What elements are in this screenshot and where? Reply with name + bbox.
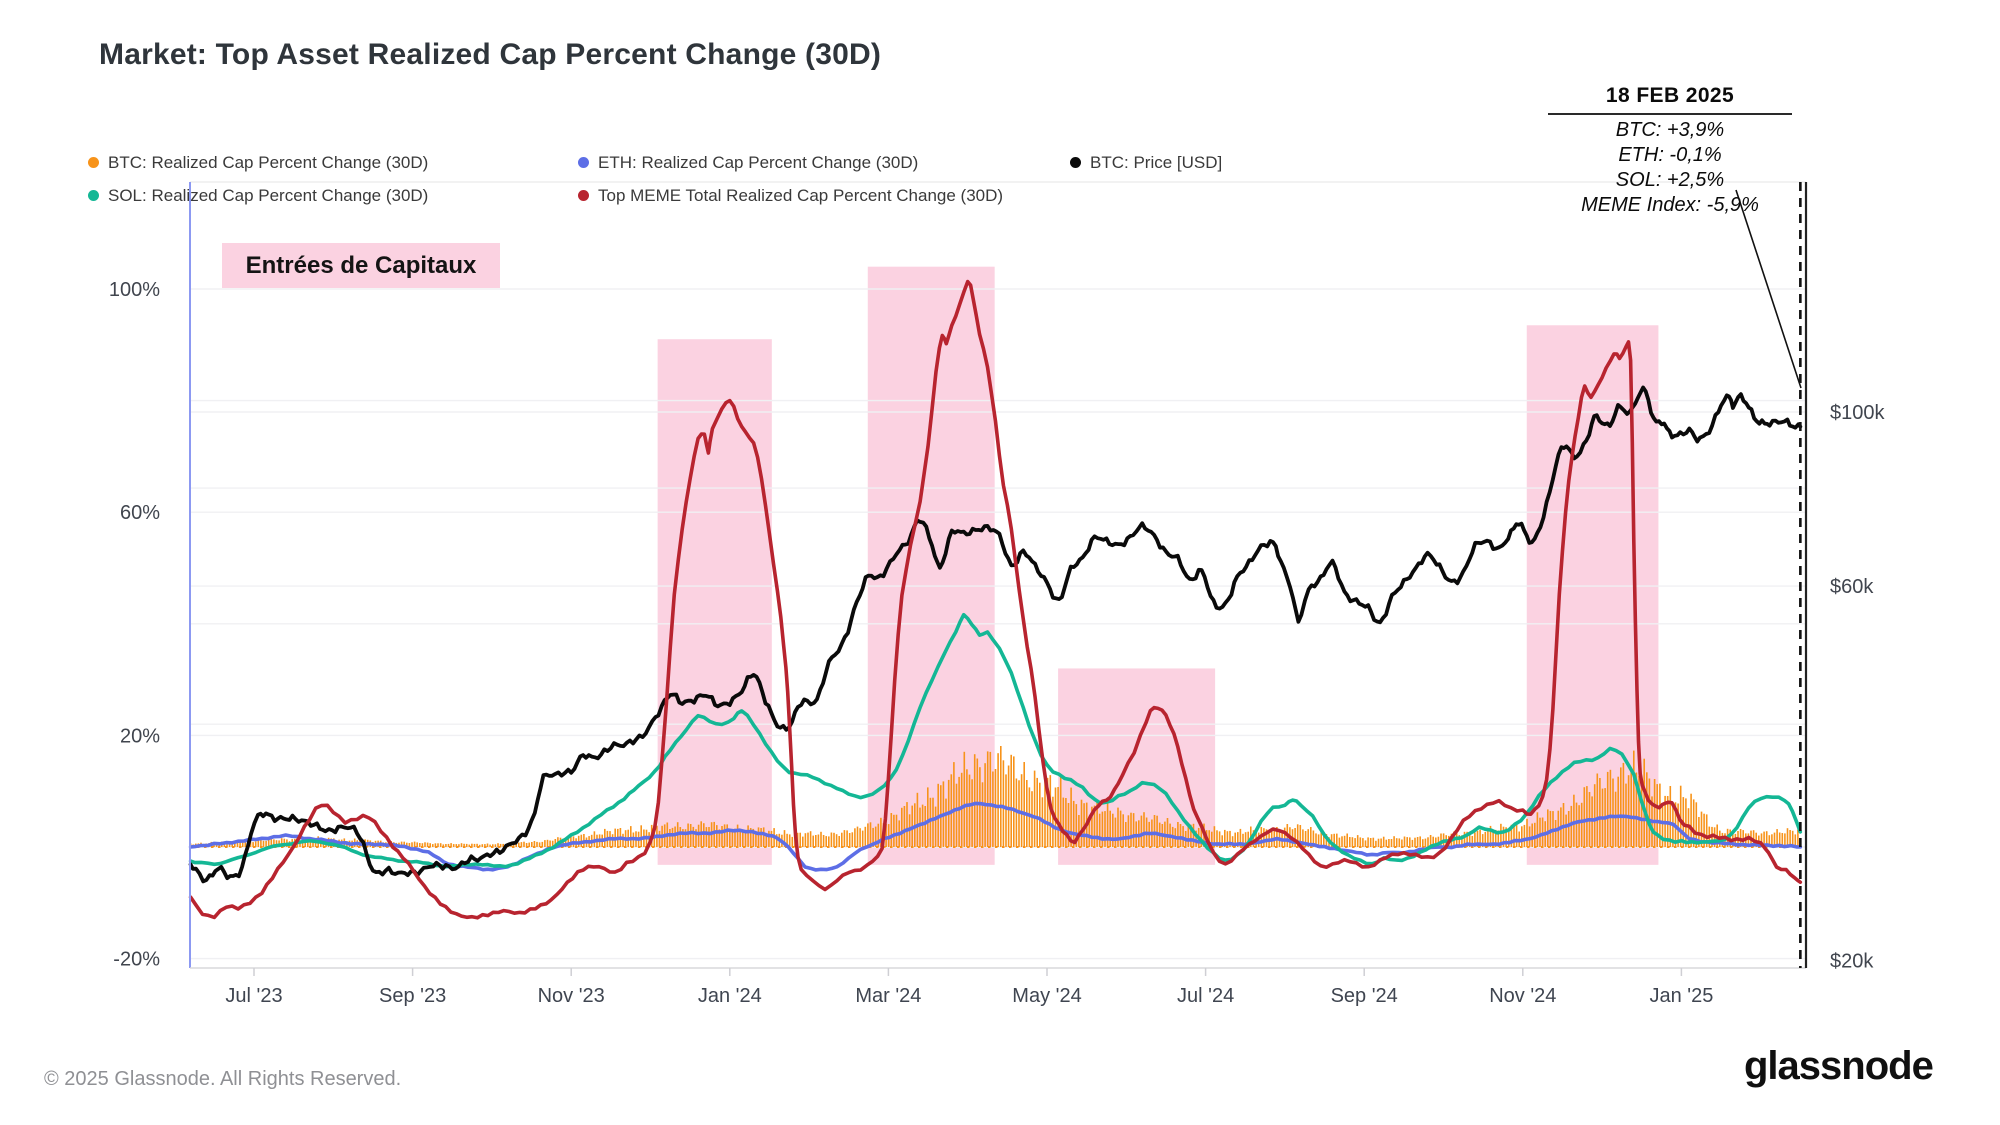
x-axis-label: Jul '24 [1177, 985, 1234, 1007]
x-axis-label: Jan '25 [1649, 985, 1713, 1007]
btc-realized-cap-bars [189, 746, 1799, 847]
y-axis-left-label: 20% [120, 725, 160, 747]
meme-realized-cap-line [188, 279, 1803, 920]
y-axis-left-label: 100% [109, 279, 160, 301]
y-axis-right-label: $60k [1830, 576, 1874, 598]
annotation-date: 18 FEB 2025 [1548, 84, 1792, 115]
glassnode-logo: glassnode [1744, 1044, 1934, 1088]
x-axis-label: Jul '23 [225, 985, 282, 1007]
legend-swatch-icon [578, 190, 589, 201]
page-title: Market: Top Asset Realized Cap Percent C… [99, 38, 882, 71]
legend-item-label: ETH: Realized Cap Percent Change (30D) [598, 152, 919, 172]
legend-swatch-icon [578, 157, 589, 168]
legend-item-1[interactable]: ETH: Realized Cap Percent Change (30D) [578, 152, 1070, 173]
y-axis-left-label: -20% [113, 949, 160, 971]
legend-item-3[interactable]: SOL: Realized Cap Percent Change (30D) [88, 185, 578, 206]
annotation-value: SOL: +2,5% [1615, 169, 1725, 191]
y-axis-right-label: $20k [1830, 950, 1874, 972]
legend-item-label: Top MEME Total Realized Cap Percent Chan… [598, 185, 1004, 205]
btc-price-line [188, 385, 1803, 884]
legend-item-label: BTC: Price [USD] [1090, 152, 1223, 172]
legend-item-2[interactable]: BTC: Price [USD] [1070, 152, 1222, 173]
y-axis-left-label: 60% [120, 502, 160, 524]
legend-item-4[interactable]: Top MEME Total Realized Cap Percent Chan… [578, 185, 1070, 206]
annotation-pointer-line [1735, 189, 1802, 389]
annotation-value: BTC: +3,9% [1615, 119, 1725, 141]
x-axis-label: Sep '23 [379, 985, 446, 1007]
x-axis-label: Sep '24 [1331, 985, 1398, 1007]
legend-swatch-icon [88, 157, 99, 168]
eth-realized-cap-line [188, 801, 1803, 872]
legend-swatch-icon [1070, 157, 1081, 168]
y-axis-right-label: $100k [1830, 402, 1885, 424]
copyright-text: © 2025 Glassnode. All Rights Reserved. [44, 1068, 402, 1090]
date-annotation: 18 FEB 2025 BTC: +3,9% ETH: -0,1% SOL: +2,… [1548, 84, 1792, 218]
legend-item-0[interactable]: BTC: Realized Cap Percent Change (30D) [88, 152, 578, 173]
x-axis-label: Nov '23 [538, 985, 605, 1007]
annotation-value: ETH: -0,1% [1618, 144, 1722, 166]
x-axis-label: Jan '24 [698, 985, 762, 1007]
legend: BTC: Realized Cap Percent Change (30D) ET… [88, 152, 1222, 206]
x-axis-label: Nov '24 [1489, 985, 1556, 1007]
annotation-values: BTC: +3,9% ETH: -0,1% SOL: +2,5% MEME Index… [1548, 118, 1792, 218]
legend-item-label: SOL: Realized Cap Percent Change (30D) [108, 185, 429, 205]
annotation-value: MEME Index: -5,9% [1581, 194, 1759, 216]
capital-inflows-label: Entrées de Capitaux [222, 243, 500, 288]
legend-swatch-icon [88, 190, 99, 201]
x-axis-label: Mar '24 [855, 985, 921, 1007]
x-axis-label: May '24 [1012, 985, 1081, 1007]
legend-item-label: BTC: Realized Cap Percent Change (30D) [108, 152, 429, 172]
